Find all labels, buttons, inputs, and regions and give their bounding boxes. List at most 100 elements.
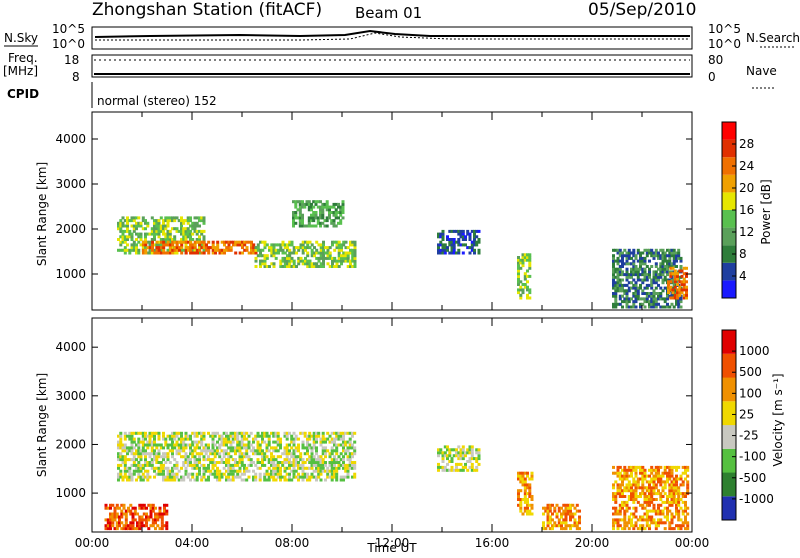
data-cell [171,446,174,450]
data-cell [322,251,325,255]
data-cell [186,434,190,438]
data-cell [283,243,287,247]
data-cell [652,489,656,493]
data-cell [548,506,552,510]
data-cell [441,460,445,463]
data-cell [180,251,184,255]
data-cell [132,216,136,220]
data-cell [138,515,142,519]
data-cell [339,208,343,212]
data-cell [180,229,183,233]
data-cell [452,248,456,252]
data-cell [680,269,684,273]
data-cell [258,478,262,482]
data-cell [443,468,447,472]
data-cell [564,515,568,519]
data-cell [351,463,354,467]
data-cell [648,305,651,309]
data-cell [641,506,645,510]
data-cell [612,527,615,531]
data-cell [339,458,343,462]
data-cell [150,229,154,233]
data-cell [286,246,289,250]
data-cell [218,469,222,473]
data-cell [202,437,206,441]
data-cell [321,469,325,473]
data-cell [342,256,346,260]
data-cell [341,205,345,209]
data-cell [473,457,476,461]
data-cell [675,480,678,484]
data-cell [639,262,642,266]
data-cell [526,293,529,297]
data-cell [171,251,175,255]
data-cell [310,472,314,476]
data-cell [323,202,327,206]
data-cell [164,466,168,470]
data-cell [652,480,656,484]
data-cell [164,216,168,220]
data-cell [146,440,150,444]
data-cell [213,455,217,459]
data-cell [639,305,642,309]
data-cell [193,478,197,482]
data-cell [450,240,454,244]
data-cell [258,452,262,456]
data-cell [202,431,206,435]
data-cell [618,273,622,277]
data-cell [171,240,175,244]
data-cell [621,483,624,487]
data-cell [542,506,545,510]
data-cell [216,440,219,444]
data-cell [130,238,134,241]
data-cell [213,434,217,438]
data-cell [315,262,319,266]
data-cell [306,434,309,438]
data-cell [265,431,269,435]
data-cell [225,440,228,444]
data-cell [686,489,690,493]
data-cell [337,461,341,464]
colorbar-swatch [722,377,736,402]
data-cell [148,251,152,255]
y-tick-label: 1000 [55,486,86,500]
data-cell [650,265,654,268]
data-cell [298,208,302,212]
data-cell [682,283,686,286]
data-cell [328,475,332,479]
data-cell [333,475,336,479]
data-cell [277,248,280,252]
data-cell [123,461,127,464]
data-cell [654,486,658,490]
data-cell [654,265,658,268]
data-cell [204,466,208,470]
data-cell [668,509,672,513]
data-cell [240,455,244,459]
data-cell [288,251,292,255]
data-cell [346,431,350,435]
data-cell [672,483,676,487]
data-cell [141,475,145,479]
data-cell [303,446,307,450]
data-cell [652,305,656,309]
data-cell [252,437,255,441]
data-cell [130,434,134,438]
data-cell [333,469,336,473]
x-tick-label: 12:00 [375,536,410,550]
data-cell [342,254,346,258]
data-cell [337,243,341,247]
data-cell [681,465,685,469]
data-cell [148,461,152,464]
data-cell [175,216,179,220]
data-cell [177,449,181,453]
data-cell [564,524,568,528]
data-cell [677,254,681,258]
data-cell [353,449,357,453]
data-cell [648,474,651,478]
data-cell [296,200,300,204]
data-cell [654,471,658,475]
y-tick-label: 3000 [55,177,86,191]
data-cell [220,461,224,464]
data-cell [142,506,146,510]
data-cell [679,259,683,263]
